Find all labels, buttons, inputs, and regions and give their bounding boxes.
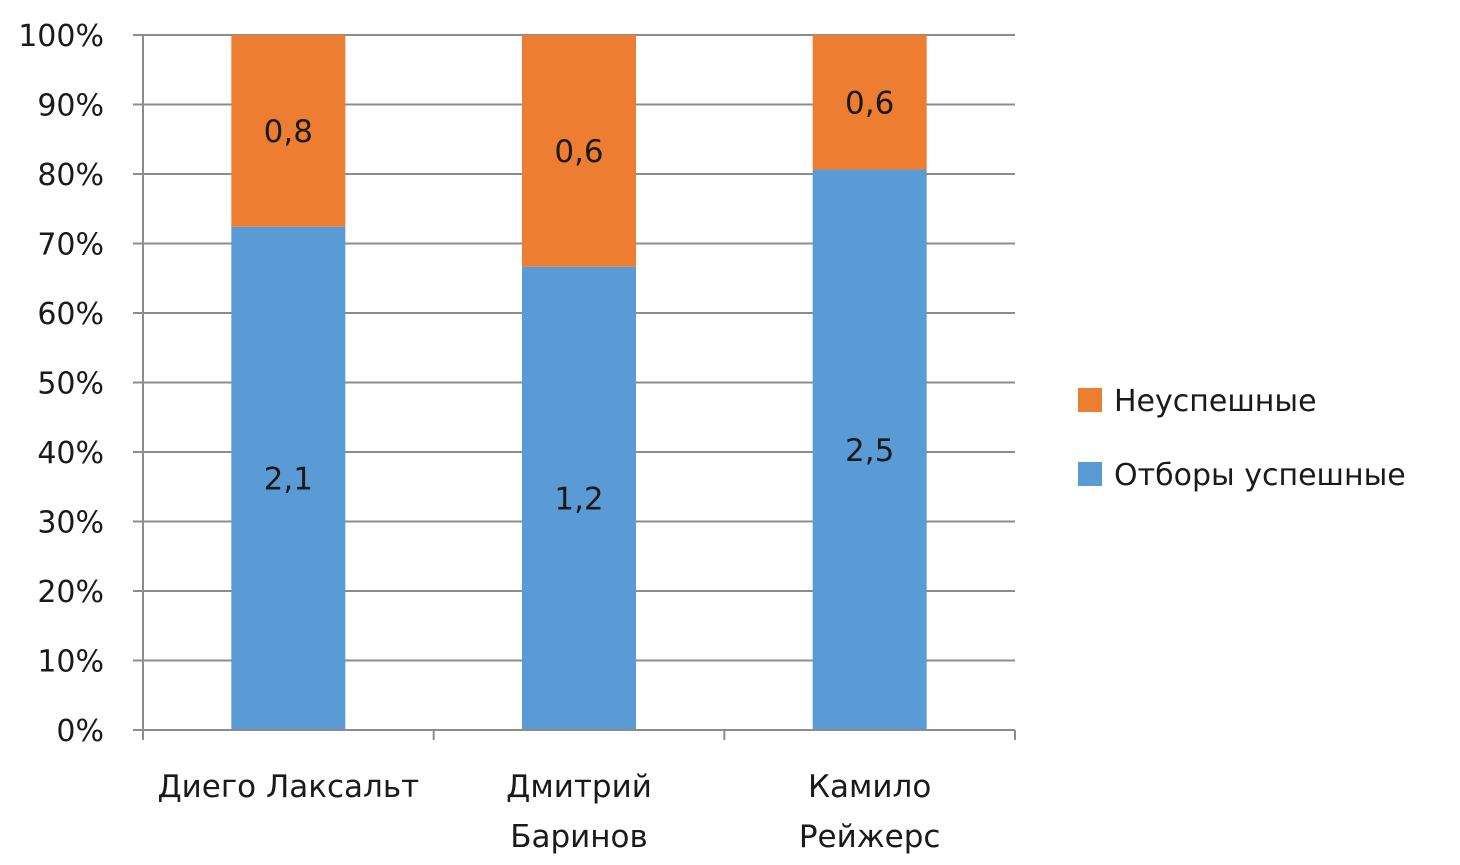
legend-swatch bbox=[1078, 388, 1102, 412]
bar-segment bbox=[522, 35, 636, 267]
legend-swatch bbox=[1078, 462, 1102, 486]
y-tick-labels: 0% 10% 20% 30% 40% 50% 60% 70% 80% 90% 100% bbox=[18, 19, 104, 749]
data-label: 2,5 bbox=[845, 433, 894, 469]
data-label: 0,8 bbox=[264, 114, 313, 150]
y-tick-label: 90% bbox=[37, 89, 104, 124]
bar-segment bbox=[231, 35, 346, 227]
bars bbox=[231, 35, 927, 731]
y-tick-label: 50% bbox=[37, 367, 104, 402]
y-tick-label: 10% bbox=[37, 645, 104, 680]
legend: Неуспешные Отборы успешные bbox=[1078, 384, 1406, 493]
axes bbox=[142, 35, 1016, 740]
y-tick-label: 40% bbox=[37, 436, 104, 471]
y-tick-label: 100% bbox=[18, 19, 104, 54]
data-label: 0,6 bbox=[554, 134, 603, 170]
y-tick-label: 30% bbox=[37, 506, 104, 541]
data-labels: 2,1 0,8 1,2 0,6 2,5 0,6 bbox=[264, 85, 895, 517]
data-label: 2,1 bbox=[264, 461, 313, 497]
bar-segment bbox=[231, 226, 346, 731]
y-tick-label: 0% bbox=[56, 714, 104, 749]
bar-segment bbox=[812, 169, 927, 731]
y-tick-label: 20% bbox=[37, 575, 104, 610]
bar-segment bbox=[522, 266, 636, 730]
legend-label: Неуспешные bbox=[1114, 384, 1317, 419]
x-category-label: Дмитрий Баринов bbox=[506, 769, 652, 855]
legend-label: Отборы успешные bbox=[1114, 458, 1406, 493]
x-category-label: Камило Рейжерс bbox=[799, 769, 941, 855]
x-category-labels: Диего Лаксальт Дмитрий Баринов Камило Рейжер… bbox=[157, 769, 940, 855]
x-category-label: Диего Лаксальт bbox=[157, 769, 419, 805]
data-label: 0,6 bbox=[845, 85, 894, 121]
y-tick-label: 80% bbox=[37, 158, 104, 193]
y-tick-label: 70% bbox=[37, 228, 104, 263]
data-label: 1,2 bbox=[554, 481, 603, 517]
y-tick-label: 60% bbox=[37, 297, 104, 332]
bar-segment bbox=[812, 35, 927, 170]
